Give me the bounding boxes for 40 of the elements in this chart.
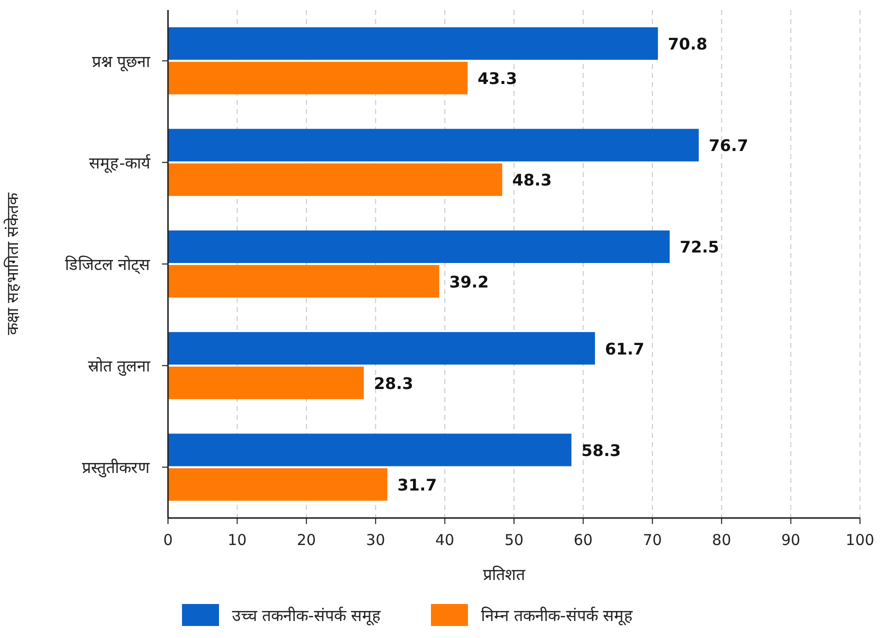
bar	[168, 27, 658, 60]
x-tick-label: 50	[504, 531, 524, 549]
data-label: 31.7	[397, 475, 437, 494]
y-tick-label: स्रोत तुलना	[88, 356, 151, 377]
bar	[168, 332, 595, 365]
x-tick-label: 70	[642, 531, 662, 549]
x-tick-label: 100	[846, 531, 874, 549]
x-tick-label: 90	[781, 531, 800, 549]
legend-label: निम्न तकनीक-संपर्क समूह	[480, 606, 633, 626]
data-label: 61.7	[604, 339, 644, 358]
x-tick-label: 60	[574, 531, 593, 549]
bar	[168, 62, 468, 94]
data-label: 39.2	[449, 272, 489, 292]
x-tick-label: 30	[366, 531, 386, 549]
bar	[168, 230, 670, 263]
x-tick-label: 0	[163, 531, 173, 549]
data-label: 43.3	[478, 69, 518, 88]
data-label: 72.5	[680, 238, 720, 257]
data-label: 48.3	[512, 170, 552, 190]
bar	[168, 128, 699, 162]
bar	[168, 366, 364, 400]
y-tick-label: प्रश्न पूछना	[92, 52, 151, 72]
data-label: 70.8	[668, 34, 708, 54]
data-label: 76.7	[708, 136, 748, 156]
y-axis-title: कक्षा सहभागिता संकेतक	[3, 192, 22, 336]
bar	[168, 468, 388, 501]
y-tick-label: डिजिटल नोट्स	[64, 255, 151, 275]
bar	[168, 265, 440, 298]
legend-label: उच्च तकनीक-संपर्क समूह	[232, 606, 381, 626]
x-axis-title: प्रतिशत	[483, 565, 526, 584]
x-tick-label: 40	[435, 531, 454, 549]
y-tick-label: प्रस्तुतीकरण	[82, 458, 150, 478]
data-label: 58.3	[581, 440, 621, 460]
y-tick-label: समूह-कार्य	[89, 153, 151, 174]
x-tick-label: 10	[228, 531, 247, 549]
bar	[168, 434, 572, 466]
data-label: 28.3	[374, 374, 414, 393]
x-tick-label: 20	[296, 531, 316, 549]
bar	[168, 163, 502, 196]
x-tick-label: 80	[712, 531, 732, 549]
